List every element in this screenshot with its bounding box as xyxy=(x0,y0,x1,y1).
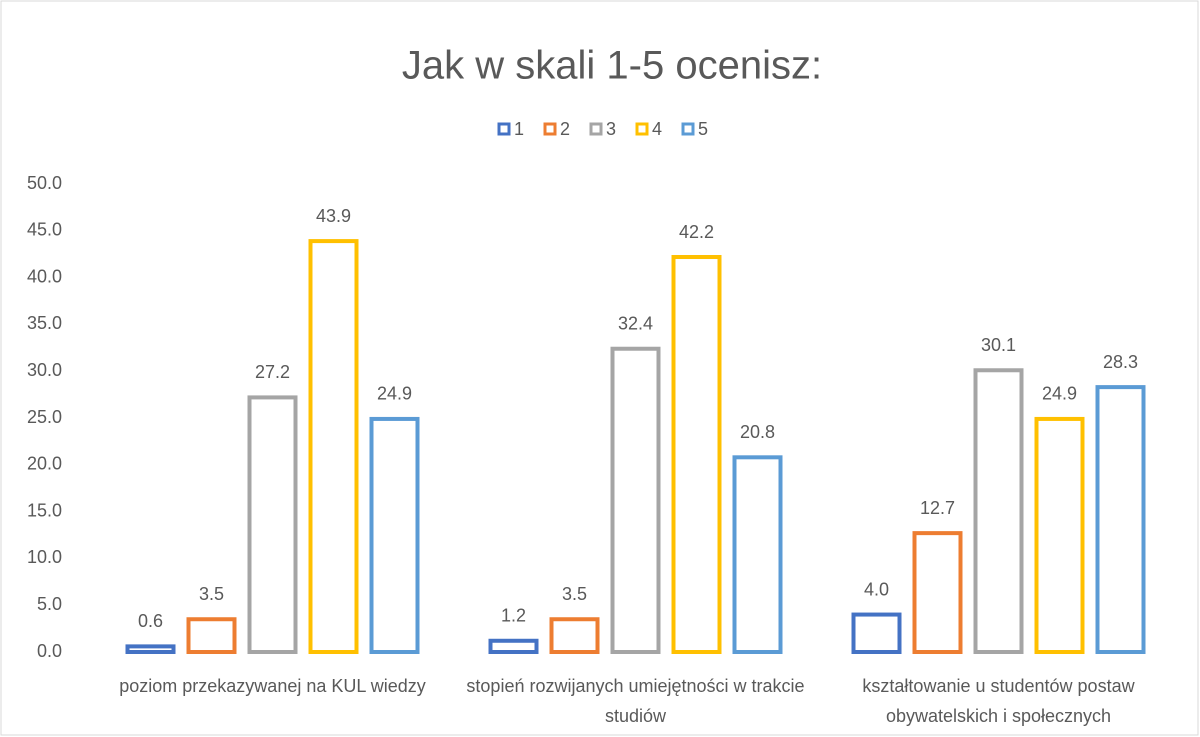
legend-label: 1 xyxy=(514,119,524,139)
y-tick-label: 5.0 xyxy=(37,594,62,614)
data-label: 0.6 xyxy=(138,611,163,631)
data-label: 12.7 xyxy=(920,498,955,518)
y-tick-label: 10.0 xyxy=(27,547,62,567)
bar xyxy=(610,346,661,654)
data-label: 1.2 xyxy=(501,606,526,626)
legend-swatch xyxy=(497,122,511,136)
y-tick-label: 45.0 xyxy=(27,220,62,240)
chart-title: Jak w skali 1-5 ocenisz: xyxy=(402,44,822,88)
data-label: 28.3 xyxy=(1103,352,1138,372)
data-label: 30.1 xyxy=(981,335,1016,355)
bar xyxy=(125,644,176,654)
bar xyxy=(247,395,298,654)
legend-label: 2 xyxy=(560,119,570,139)
bar xyxy=(1034,416,1085,654)
legend-label: 3 xyxy=(606,119,616,139)
x-tick-label: stopień rozwijanych umiejętności w trakc… xyxy=(466,676,805,726)
bar xyxy=(732,455,783,655)
y-tick-label: 50.0 xyxy=(27,173,62,193)
legend-label: 4 xyxy=(652,119,662,139)
y-tick-label: 25.0 xyxy=(27,407,62,427)
x-tick-label: poziom przekazywanej na KUL wiedzy xyxy=(119,676,426,696)
data-label: 20.8 xyxy=(740,422,775,442)
data-label: 3.5 xyxy=(199,584,224,604)
legend-swatch xyxy=(589,122,603,136)
data-label: 43.9 xyxy=(316,206,351,226)
bar xyxy=(851,612,902,654)
data-label: 27.2 xyxy=(255,362,290,382)
bar xyxy=(1095,385,1146,654)
bar xyxy=(973,368,1024,654)
data-label: 3.5 xyxy=(562,584,587,604)
data-label: 4.0 xyxy=(864,579,889,599)
bar xyxy=(912,531,963,654)
bar xyxy=(186,617,237,654)
data-label: 32.4 xyxy=(618,313,653,333)
data-label: 24.9 xyxy=(1042,384,1077,404)
legend-swatch xyxy=(635,122,649,136)
legend-swatch xyxy=(681,122,695,136)
bar xyxy=(308,239,359,654)
bar xyxy=(488,638,539,655)
y-tick-label: 30.0 xyxy=(27,360,62,380)
bar xyxy=(671,255,722,654)
y-tick-label: 15.0 xyxy=(27,500,62,520)
data-label: 24.9 xyxy=(377,384,412,404)
legend-label: 5 xyxy=(698,119,708,139)
bar xyxy=(369,416,420,654)
data-label: 42.2 xyxy=(679,222,714,242)
y-tick-label: 0.0 xyxy=(37,641,62,661)
x-tick-label: kształtowanie u studentów postaw obywate… xyxy=(862,676,1135,726)
y-tick-label: 20.0 xyxy=(27,454,62,474)
y-tick-label: 40.0 xyxy=(27,266,62,286)
y-tick-label: 35.0 xyxy=(27,313,62,333)
legend-swatch xyxy=(543,122,557,136)
bar xyxy=(549,617,600,654)
